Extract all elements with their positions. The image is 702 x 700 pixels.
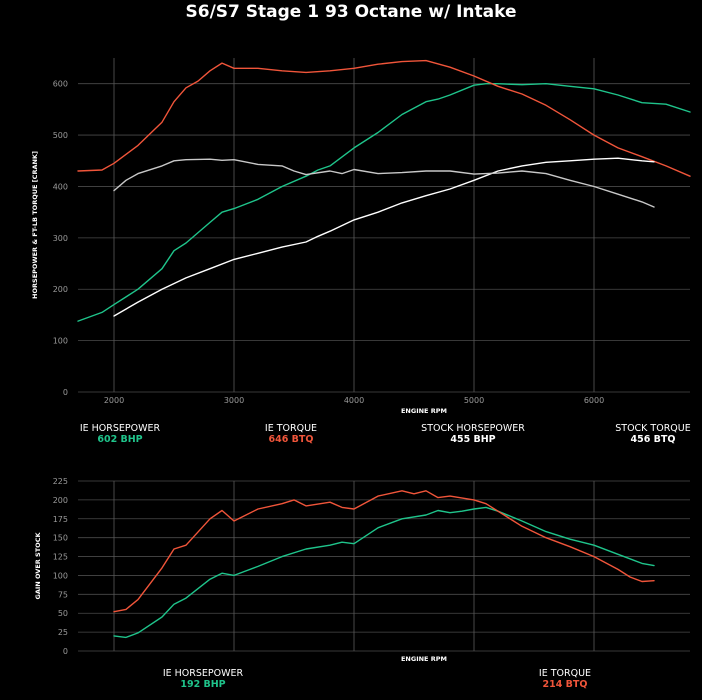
chart1-y-tick-label-2: 200 [53, 285, 68, 294]
chart2-y-tick-label-7: 175 [53, 515, 68, 524]
chart2-y-tick-label-3: 75 [58, 590, 68, 599]
legend-ie-horsepower-label: IE HORSEPOWER [79, 423, 161, 434]
chart1-x-tick-label-2: 4000 [344, 396, 364, 405]
chart1-x-tick-label-1: 3000 [224, 396, 244, 405]
chart2-series-ie-horsepower-line [113, 506, 655, 639]
chart1-y-tick-label-5: 500 [53, 131, 68, 140]
legend-ie-torque-value: 646 BTQ [268, 434, 314, 445]
legend-gain-horsepower: IE HORSEPOWER 192 BHP [158, 668, 248, 690]
chart1-series-ie-horsepower-line [77, 82, 691, 322]
chart2-y-tick-label-0: 0 [63, 647, 68, 656]
chart1-x-tick-label-3: 5000 [464, 396, 484, 405]
chart1-y-tick-label-0: 0 [63, 388, 68, 397]
chart2-y-tick-label-4: 100 [53, 571, 68, 580]
legend-ie-horsepower-value: 602 BHP [97, 434, 143, 445]
chart2-series-ie-torque-line [113, 490, 655, 613]
chart2-y-tick-label-5: 125 [53, 553, 68, 562]
legend-stock-horsepower-value: 455 BHP [450, 434, 496, 445]
chart2-y-tick-label-8: 200 [53, 496, 68, 505]
legend-gain-torque-label: IE TORQUE [538, 668, 592, 679]
legend-ie-horsepower: IE HORSEPOWER 602 BHP [75, 423, 165, 445]
chart2-y-tick-label-9: 225 [53, 477, 68, 486]
legend-ie-torque: IE TORQUE 646 BTQ [246, 423, 336, 445]
legend-stock-torque-value: 456 BTQ [630, 434, 676, 445]
legend-stock-torque: STOCK TORQUE 456 BTQ [608, 423, 698, 445]
legend-stock-horsepower-label: STOCK HORSEPOWER [421, 423, 525, 434]
legend-gain-torque-value: 214 BTQ [542, 679, 588, 690]
legend-stock-torque-label: STOCK TORQUE [615, 423, 691, 434]
chart1-series-stock-horsepower-line [113, 157, 655, 317]
chart1-series-stock-torque-line [113, 158, 655, 208]
chart1-y-tick-label-6: 600 [53, 80, 68, 89]
chart2-y-tick-label-1: 25 [58, 628, 68, 637]
chart2-y-tick-label-6: 150 [53, 534, 68, 543]
chart1-y-tick-label-4: 400 [53, 182, 68, 191]
legend-gain-torque: IE TORQUE 214 BTQ [520, 668, 610, 690]
legend-gain-horsepower-value: 192 BHP [180, 679, 226, 690]
legend-ie-torque-label: IE TORQUE [264, 423, 318, 434]
chart1-x-tick-label-4: 6000 [584, 396, 604, 405]
chart2-x-axis-label: ENGINE RPM [401, 655, 447, 663]
chart2-y-axis-label: GAIN OVER STOCK [34, 532, 42, 600]
chart1-series-ie-torque-line [77, 59, 691, 177]
chart-title: S6/S7 Stage 1 93 Octane w/ Intake [185, 2, 517, 22]
chart1-x-tick-label-0: 2000 [104, 396, 124, 405]
chart1-y-tick-label-1: 100 [53, 337, 68, 346]
chart1-x-axis-label: ENGINE RPM [401, 407, 447, 415]
chart1-y-axis-label: HORSEPOWER & FT-LB TORQUE [CRANK] [31, 151, 39, 299]
chart2-y-tick-label-2: 50 [58, 609, 68, 618]
legend-gain-horsepower-label: IE HORSEPOWER [162, 668, 244, 679]
legend-stock-horsepower: STOCK HORSEPOWER 455 BHP [418, 423, 528, 445]
chart1-y-tick-label-3: 300 [53, 234, 68, 243]
